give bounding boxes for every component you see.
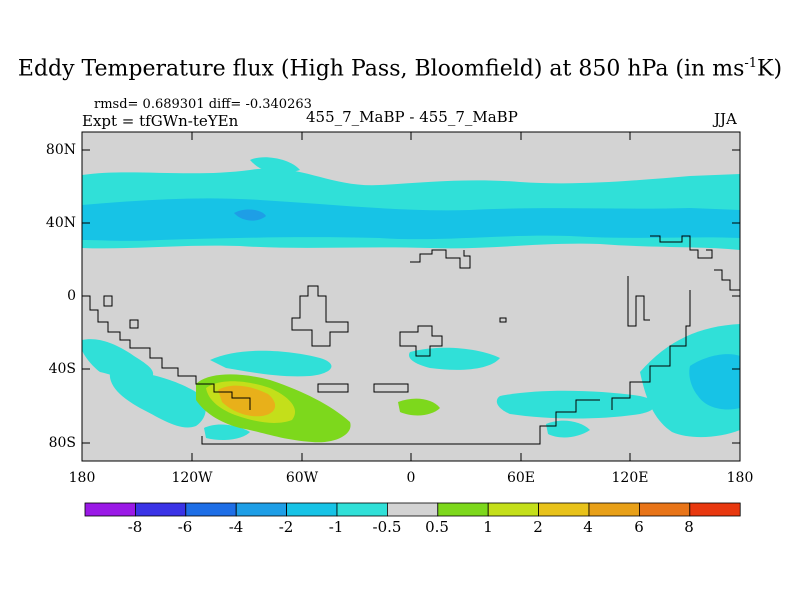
colorbar-box <box>84 502 136 517</box>
colorbar-box <box>588 502 640 517</box>
coastlines <box>81 235 740 445</box>
colorbar-box <box>487 502 540 517</box>
colorbar-label: -1 <box>328 518 344 536</box>
colorbar-label: 1 <box>483 518 493 536</box>
coastline-pacific-rim <box>714 269 740 291</box>
coastline-central <box>317 383 409 393</box>
lon-label-60e: 60E <box>506 470 536 486</box>
sh-negative-mid-atlantic <box>408 347 500 370</box>
lon-label-180e: 180 <box>726 470 754 486</box>
plot-title-unit: K) <box>757 56 783 82</box>
coastline-australia <box>611 290 691 410</box>
sh-negative-east-core <box>689 354 740 410</box>
sh-negative-west <box>82 339 154 382</box>
lon-label-180w: 180 <box>68 470 96 486</box>
colorbar-box <box>538 502 590 517</box>
colorbar-box <box>437 502 489 517</box>
colorbar-label: 6 <box>634 518 644 536</box>
lat-label-40n: 40N <box>45 215 76 231</box>
colorbar-box <box>235 502 287 517</box>
plot-title-text: Eddy Temperature flux (High Pass, Bloomf… <box>17 56 745 82</box>
lat-ticks <box>82 149 740 444</box>
colorbar-box <box>689 502 741 517</box>
lon-label-120w: 120W <box>171 470 213 486</box>
coastline-south-america <box>81 290 251 410</box>
lon-ticks <box>191 132 631 461</box>
experiment-label: Expt = tfGWn-teYEn <box>82 112 239 130</box>
lat-label-eq: 0 <box>67 288 76 304</box>
lat-label-80s: 80S <box>48 435 76 451</box>
colorbar-label: 4 <box>583 518 593 536</box>
coastline-east-asia <box>627 276 650 327</box>
plot-title-superscript: -1 <box>744 56 758 71</box>
colorbar-box <box>134 502 187 517</box>
coastline-north-pacific <box>650 235 713 259</box>
sh-positive-atlantic <box>398 398 440 416</box>
lat-label-40s: 40S <box>48 361 76 377</box>
colorbar <box>84 502 741 517</box>
colorbar-box <box>286 502 338 517</box>
coastline-islands <box>103 295 507 329</box>
plot-title: Eddy Temperature flux (High Pass, Bloomf… <box>0 56 800 81</box>
lon-label-60w: 60W <box>285 470 319 486</box>
colorbar-label: -8 <box>127 518 143 536</box>
colorbar-label: 2 <box>533 518 543 536</box>
colorbar-box <box>639 502 691 517</box>
nh-negative-patch <box>250 157 300 174</box>
nh-negative-strong <box>234 209 266 221</box>
sh-negative-west2 <box>109 371 206 428</box>
coastline-antarctica <box>201 399 600 445</box>
colorbar-box <box>386 502 439 517</box>
colorbar-label: -2 <box>278 518 294 536</box>
lat-label-80n: 80N <box>45 142 76 158</box>
sh-negative-east <box>640 324 740 438</box>
colorbar-label: -6 <box>177 518 193 536</box>
coastline-asia <box>399 325 443 357</box>
lon-label-120e: 120E <box>611 470 649 486</box>
sh-negative-antarctic2 <box>546 420 590 438</box>
comparison-label: 455_7_MaBP - 455_7_MaBP <box>306 108 518 126</box>
season-label: JJA <box>714 110 737 128</box>
colorbar-label: -0.5 <box>372 518 402 536</box>
colorbar-box <box>336 502 388 517</box>
nh-negative-core <box>82 198 740 241</box>
rmsd-diff-stats: rmsd= 0.689301 diff= -0.340263 <box>94 97 312 112</box>
colorbar-label: 0.5 <box>425 518 449 536</box>
colorbar-label: 8 <box>684 518 694 536</box>
colorbar-label: -4 <box>228 518 244 536</box>
coastline-africa <box>291 285 349 347</box>
map-field <box>82 132 740 461</box>
coastline-europe <box>410 249 471 269</box>
sh-negative-antarctic <box>204 424 250 440</box>
colorbar-box <box>185 502 237 517</box>
lon-label-0: 0 <box>406 470 416 486</box>
sh-negative-south-atlantic <box>210 350 332 377</box>
